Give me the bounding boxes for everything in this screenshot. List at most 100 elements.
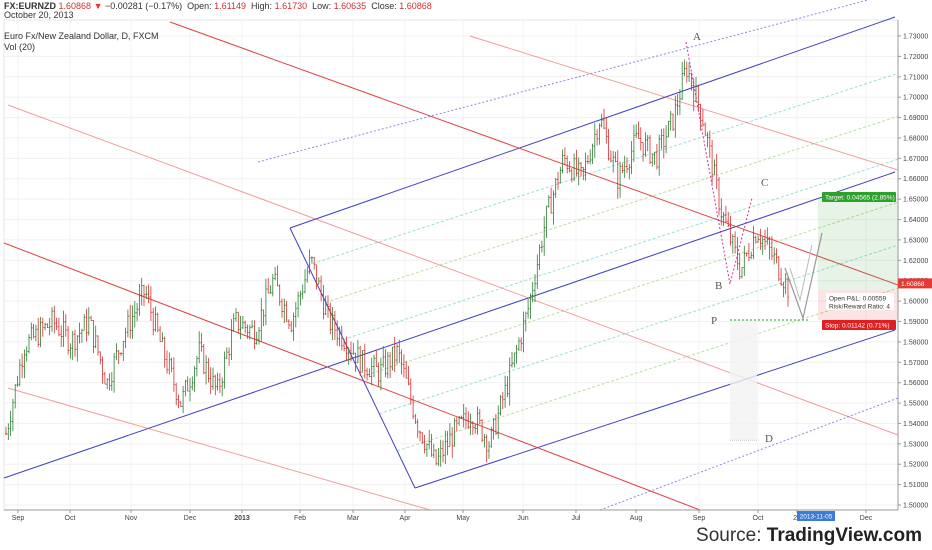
pitchfork-median-lines (307, 72, 899, 452)
open-label: Open: (187, 1, 212, 11)
source-brand[interactable]: TradingView.com (766, 525, 922, 546)
date-tag[interactable] (797, 511, 835, 521)
change-value: −0.00281 (−0.17%) (105, 1, 183, 11)
pnl-tag-text: Risk/Reward Ratio: 4 (829, 304, 890, 311)
price-tick-label: 1.63000 (903, 237, 928, 244)
stop-tag-box[interactable] (822, 320, 896, 330)
pitchfork-drawing[interactable] (3, 0, 899, 511)
last-price-tag[interactable] (898, 278, 932, 289)
close-value: 1.60868 (399, 1, 432, 11)
time-tick-label: Jun (517, 515, 528, 522)
time-tick-label: Jul (572, 515, 581, 522)
symbol-label[interactable]: FX:EURNZD (4, 1, 56, 11)
price-axis[interactable]: 1.73000 1.72000 1.71000 1.70000 1.69000 1.680… (897, 20, 932, 510)
price-tick-label: 1.53000 (903, 441, 928, 448)
time-tick-label: Sep (12, 515, 25, 522)
median-line (325, 115, 899, 303)
median-line (361, 201, 899, 378)
pivot-label: C (761, 177, 768, 189)
price-tick-label: 1.69000 (903, 115, 928, 122)
price-tick-label: 1.68000 (903, 135, 928, 142)
down-arrow-icon: ▼ (93, 1, 103, 11)
price-tick-label: 1.50000 (903, 503, 928, 510)
pivot-label: B (715, 280, 722, 292)
time-tick-label: Dec (860, 515, 873, 522)
pitchfork-upper-red[interactable] (169, 21, 899, 286)
price-tick-label: 1.59000 (903, 319, 928, 326)
low-label: Low: (312, 1, 332, 11)
target-tag[interactable]: Target: 0.04565 (2.85%) (822, 192, 896, 202)
time-tick-label: Aug (630, 515, 643, 522)
date-tag-text: 2013-11-05 (800, 514, 833, 521)
abcd-pattern-line[interactable] (685, 41, 753, 285)
plot-frame (3, 19, 899, 511)
pnl-tag-box[interactable] (826, 293, 894, 310)
time-tick-label: Nov (125, 515, 138, 522)
volume-indicator-label[interactable]: Vol (20) (4, 42, 36, 52)
time-tick-label: 2013 (234, 515, 250, 522)
source-credit: Source: TradingView.com (696, 525, 922, 547)
price-tick-label: 1.71000 (903, 74, 928, 81)
pitchfork-warning-red[interactable] (7, 104, 899, 436)
price-tick-label: 1.73000 (903, 34, 928, 41)
median-line (343, 158, 899, 340)
open-value: 1.61149 (214, 1, 247, 11)
pitchfork-lower-red[interactable] (7, 387, 431, 511)
price-tick-label: 1.57000 (903, 360, 928, 367)
price-tick-label: 1.56000 (903, 380, 928, 387)
grid-lines (3, 19, 899, 511)
source-prefix: Source: (696, 525, 767, 546)
last-price-tag-text: 1.60868 (901, 281, 925, 288)
pitchfork-median-blue[interactable] (3, 171, 896, 479)
high-value: 1.61730 (274, 1, 308, 11)
projection-path[interactable] (784, 232, 823, 321)
quote-header: FX:EURNZD 1.60868 ▼ −0.00281 (−0.17%) Op… (4, 1, 432, 11)
price-tick-label: 1.64000 (903, 217, 928, 224)
price-tick-label: 1.54000 (903, 421, 928, 428)
price-tick-label: 1.58000 (903, 339, 928, 346)
price-tick-label: 1.67000 (903, 156, 928, 163)
high-label: High: (251, 1, 273, 11)
time-tick-label: Apr (400, 515, 412, 522)
time-tick-label: Oct (753, 515, 764, 522)
time-axis[interactable]: Sep Oct Nov Dec 2013 Feb Mar Apr May Jun Jul Aug Sep… (4, 509, 898, 522)
last-price: 1.60868 (58, 1, 92, 11)
pitchfork-upper-blue[interactable] (289, 16, 896, 229)
close-label: Close: (371, 1, 397, 11)
time-tick-label: Dec (184, 515, 197, 522)
pitchfork-median-red[interactable] (3, 242, 701, 511)
pivot-label: P (711, 315, 717, 327)
price-tick-label: 1.60000 (903, 299, 928, 306)
pitchfork-outer-red[interactable] (469, 35, 899, 171)
median-line (379, 244, 899, 415)
median-line (396, 287, 899, 452)
price-tick-label: 1.65000 (903, 197, 928, 204)
target-zone[interactable] (818, 198, 898, 290)
pivot-label: D (765, 433, 773, 445)
header-date: October 20, 2013 (4, 10, 74, 20)
projection-path[interactable] (789, 244, 813, 302)
trade-overlay[interactable]: A B C D P Target: 0.04565 (2.85%) Open P&L: 0.… (685, 31, 898, 445)
price-tick-label: 1.66000 (903, 176, 928, 183)
pivot-label: A (693, 31, 701, 43)
target-tag-text: Target: 0.04565 (2.85%) (825, 195, 895, 202)
median-line (307, 72, 899, 266)
pitchfork-lower-blue[interactable] (414, 329, 896, 489)
stop-tag-text: Stop: 0.01142 (0.71%) (825, 323, 890, 330)
price-tick-label: 1.51000 (903, 482, 928, 489)
low-value: 1.60635 (333, 1, 367, 11)
price-tick-label: 1.62000 (903, 258, 928, 265)
price-tick-label: 1.52000 (903, 462, 928, 469)
pivot-d-range (730, 320, 757, 440)
price-tick-label: 1.55000 (903, 401, 928, 408)
stop-tag[interactable]: Stop: 0.01142 (0.71%) (822, 320, 896, 330)
time-tick-label: Oct (65, 515, 76, 522)
time-tick-label: May (456, 515, 470, 522)
time-tick-label: Feb (294, 515, 306, 522)
pitchfork-outer-blue[interactable] (599, 397, 899, 511)
time-tick-label: Sep (693, 515, 706, 522)
pnl-tag-text: Open P&L: 0.00559 (829, 296, 886, 303)
target-tag-box[interactable] (822, 192, 896, 202)
